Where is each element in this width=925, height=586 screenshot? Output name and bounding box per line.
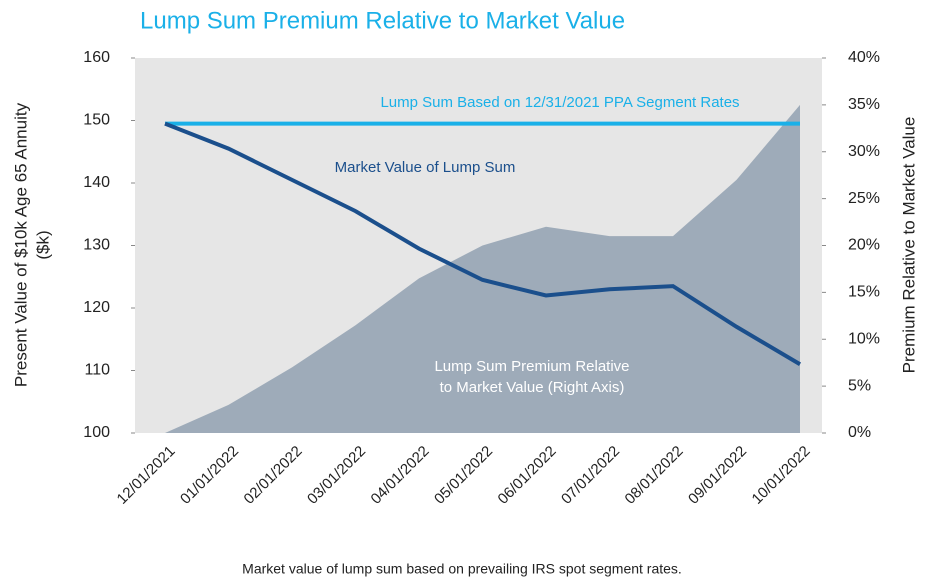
x-tick-label: 07/01/2022 [558,443,623,508]
area [165,104,800,433]
y2-tick-label: 10% [848,330,880,347]
x-tick-label: 05/01/2022 [431,443,496,508]
y2-tick-label: 15% [848,284,880,301]
y2-axis-label: Premium Relative to Market Value [899,117,918,374]
y2-tick-label: 35% [848,96,880,113]
x-tick-label: 06/01/2022 [495,443,560,508]
y-tick-label: 120 [83,299,110,316]
y2-tick-label: 30% [848,143,880,160]
y-tick-label: 150 [83,112,110,129]
footnote: Market value of lump sum based on prevai… [242,561,682,577]
x-tick-label: 08/01/2022 [622,443,687,508]
x-tick-label: 10/01/2022 [749,443,814,508]
line [164,121,802,366]
series-label: Market Value of Lump Sum [335,159,516,176]
y2-tick-label: 25% [848,190,880,207]
y-tick-label: 100 [83,424,110,441]
y-tick-label: 140 [83,174,110,191]
area-label: Lump Sum Premium Relative [434,358,629,375]
chart-title: Lump Sum Premium Relative to Market Valu… [140,7,625,34]
x-tick-label: 04/01/2022 [368,443,433,508]
y-axis-label: Present Value of $10k Age 65 Annuity [11,102,30,387]
y2-tick-label: 5% [848,377,871,394]
y2-tick-label: 40% [848,49,880,66]
x-tick-label: 09/01/2022 [685,443,750,508]
series-label: Lump Sum Based on 12/31/2021 PPA Segment… [380,94,739,111]
y2-tick-label: 0% [848,424,871,441]
x-tick-label: 03/01/2022 [304,443,369,508]
x-tick-label: 12/01/2021 [114,443,179,508]
x-tick-label: 02/01/2022 [241,443,306,508]
y-tick-label: 130 [83,237,110,254]
y-tick-label: 160 [83,49,110,66]
x-tick-label: 01/01/2022 [177,443,242,508]
y-axis-label: ($k) [33,230,52,259]
y-tick-label: 110 [84,362,110,379]
area-label: to Market Value (Right Axis) [440,379,625,396]
y2-tick-label: 20% [848,237,880,254]
